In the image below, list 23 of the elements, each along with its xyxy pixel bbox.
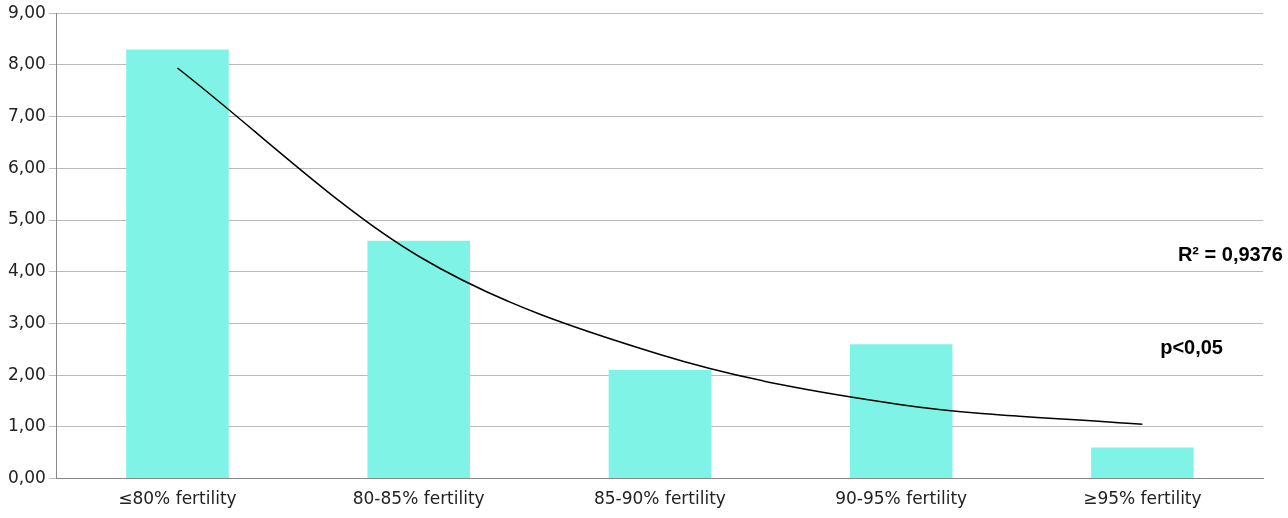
y-tick-label: 7,00 (7, 105, 46, 126)
y-tick-label: 6,00 (7, 156, 46, 177)
bar (367, 240, 470, 479)
y-tick-label: 0,00 (7, 467, 46, 488)
line-series (176, 67, 1144, 426)
x-tick-label: 85-90% fertility (593, 488, 726, 509)
annotation: p<0,05 (1160, 335, 1223, 358)
y-tick-label: 3,00 (7, 311, 46, 332)
y-tick-label: 8,00 (7, 53, 46, 74)
y-tick-label: 1,00 (7, 415, 46, 436)
y-tick-label: 4,00 (7, 260, 46, 281)
y-tick-label: 2,00 (7, 363, 46, 384)
bar (608, 370, 712, 479)
x-tick-label: 90-95% fertility (835, 488, 968, 509)
y-tick-label: 9,00 (7, 1, 46, 22)
x-tick-label: ≥95% fertility (1083, 488, 1202, 509)
annotation: R² = 0,9376 (1177, 242, 1283, 265)
x-tick-label: 80-85% fertility (352, 488, 485, 509)
y-tick-label: 5,00 (7, 208, 46, 229)
bar (1091, 447, 1194, 479)
bar (849, 344, 953, 479)
bar (126, 49, 229, 479)
x-tick-label: ≤80% fertility (118, 488, 237, 509)
